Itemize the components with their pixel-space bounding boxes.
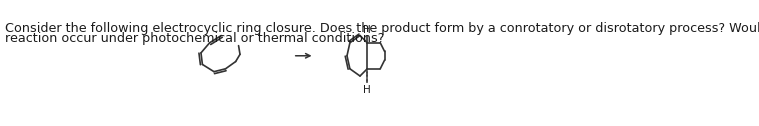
Text: H: H [364, 85, 371, 95]
Text: Consider the following electrocyclic ring closure. Does the product form by a co: Consider the following electrocyclic rin… [5, 22, 759, 35]
Text: reaction occur under photochemical or thermal conditions?: reaction occur under photochemical or th… [5, 32, 385, 45]
Text: H: H [364, 25, 371, 35]
